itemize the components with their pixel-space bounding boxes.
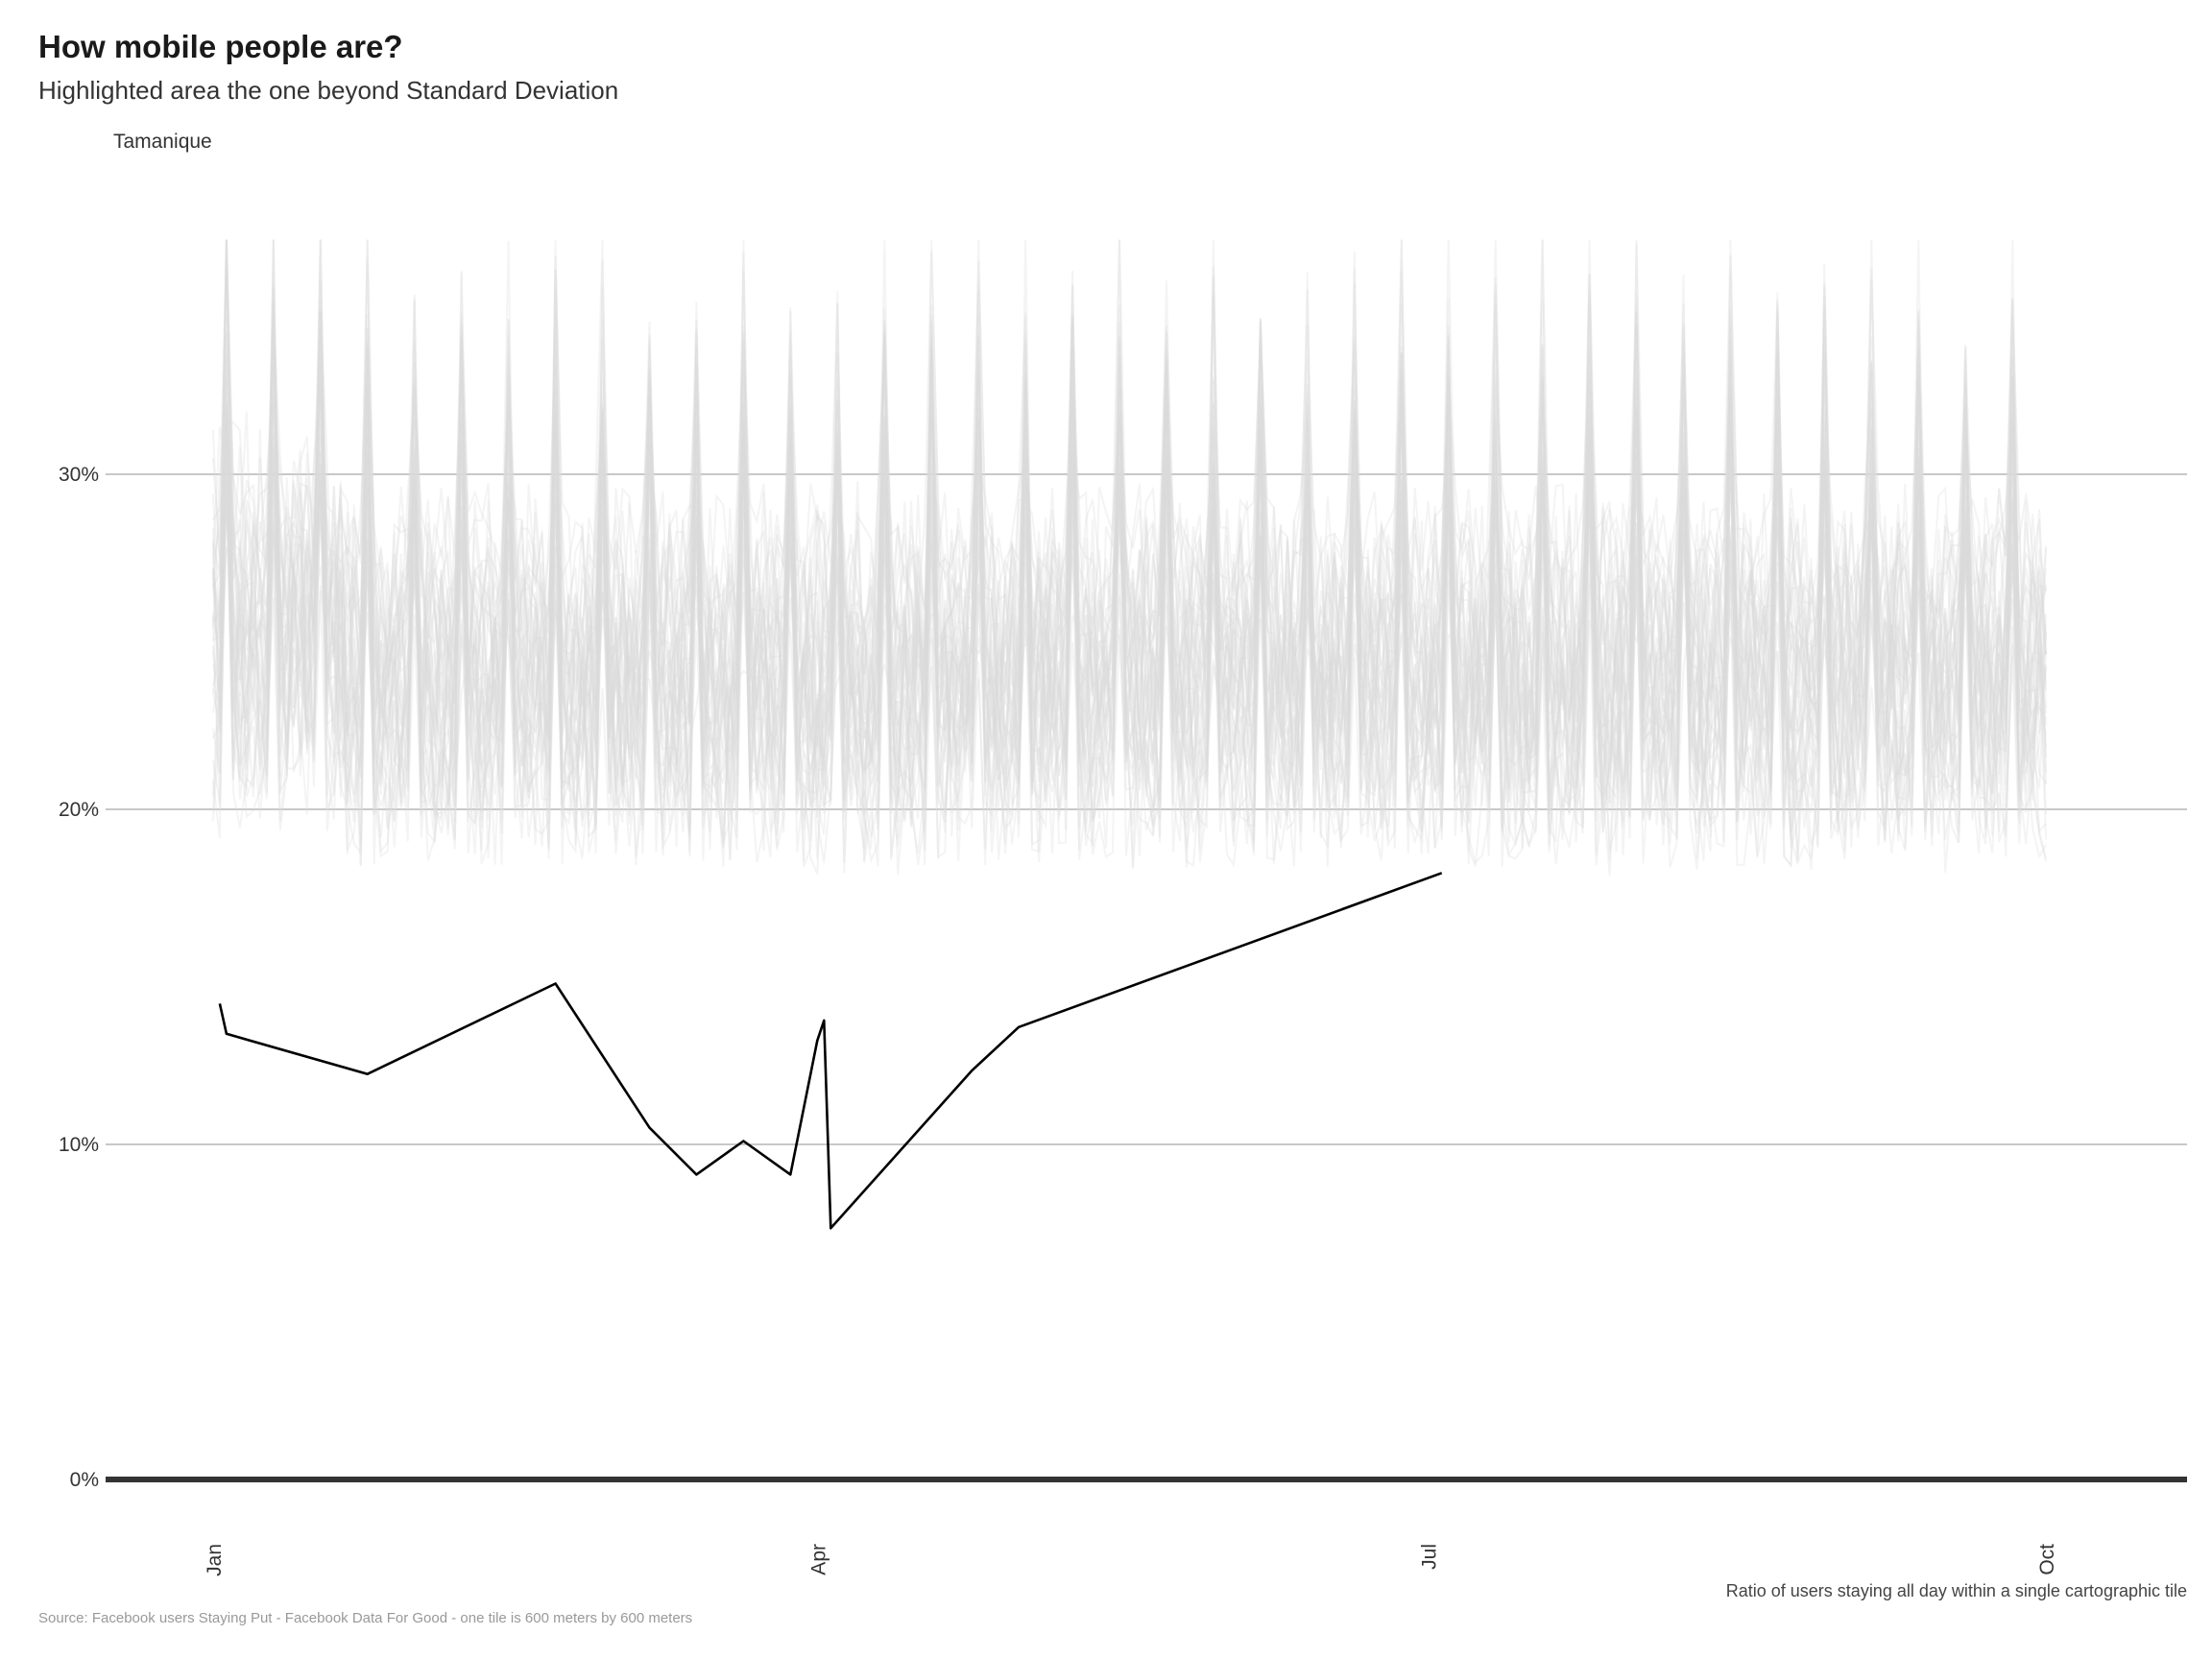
background-series-line — [211, 335, 2047, 864]
background-series-line — [211, 272, 2048, 819]
background-series-line — [211, 350, 2048, 866]
background-series-line — [211, 239, 2048, 727]
x-axis-ticks: Jan Apr Jul Oct — [204, 1544, 2058, 1576]
chart-title: How mobile people are? — [38, 29, 403, 64]
background-series-line — [211, 239, 2048, 759]
background-series-line — [211, 335, 2048, 871]
background-series-line — [211, 339, 2048, 868]
y-tick-label: 10% — [59, 1134, 99, 1156]
x-axis-title: Ratio of users staying all day within a … — [1725, 1581, 2187, 1600]
background-series-line — [211, 239, 2048, 732]
background-series-line — [211, 251, 2048, 774]
background-series-line — [211, 239, 2048, 747]
y-axis-ticks: 0% 10% 20% 30% — [59, 464, 99, 1491]
background-series-line — [211, 239, 2048, 756]
background-series-line — [212, 275, 2048, 798]
background-series-line — [211, 239, 2048, 716]
highlight-series-group — [218, 872, 1443, 1230]
background-series-line — [211, 239, 2047, 791]
background-series-line — [211, 239, 2048, 807]
highlight-series-line — [218, 872, 1443, 1230]
background-series-line — [211, 301, 2048, 782]
background-series-line — [211, 239, 2048, 716]
background-series-group — [211, 239, 2048, 877]
background-series-line — [211, 334, 2048, 874]
chart-subtitle: Highlighted area the one beyond Standard… — [38, 76, 619, 105]
background-series-line — [211, 239, 2048, 754]
background-series-line — [211, 320, 2048, 815]
x-tick-label: Apr — [807, 1544, 830, 1575]
facet-label: Tamanique — [113, 131, 212, 153]
background-series-line — [211, 239, 2048, 737]
background-series-line — [211, 348, 2048, 807]
grid-lines — [106, 473, 2187, 1145]
background-series-line — [212, 277, 2048, 803]
background-series-line — [211, 346, 2047, 868]
background-series-line — [211, 239, 2048, 715]
y-tick-label: 30% — [59, 464, 99, 486]
x-tick-label: Jul — [1419, 1544, 1441, 1570]
y-tick-label: 20% — [59, 799, 99, 821]
x-tick-label: Oct — [2036, 1544, 2058, 1575]
background-series-line — [212, 239, 2048, 736]
background-series-line — [212, 287, 2048, 826]
background-series-line — [211, 335, 2048, 868]
x-tick-label: Jan — [204, 1544, 226, 1576]
background-series-line — [211, 301, 2048, 774]
y-tick-label: 0% — [70, 1469, 99, 1491]
background-series-line — [211, 239, 2048, 721]
background-series-line — [211, 287, 2048, 827]
background-series-line — [211, 301, 2047, 833]
background-series-line — [211, 352, 2048, 877]
background-series-line — [211, 309, 2047, 854]
source-caption: Source: Facebook users Staying Put - Fac… — [38, 1610, 693, 1626]
background-series-line — [211, 356, 2048, 849]
background-series-line — [211, 286, 2048, 795]
background-series-line — [211, 334, 2048, 794]
background-series-line — [211, 344, 2047, 834]
background-series-line — [211, 273, 2048, 796]
background-series-line — [211, 325, 2048, 850]
